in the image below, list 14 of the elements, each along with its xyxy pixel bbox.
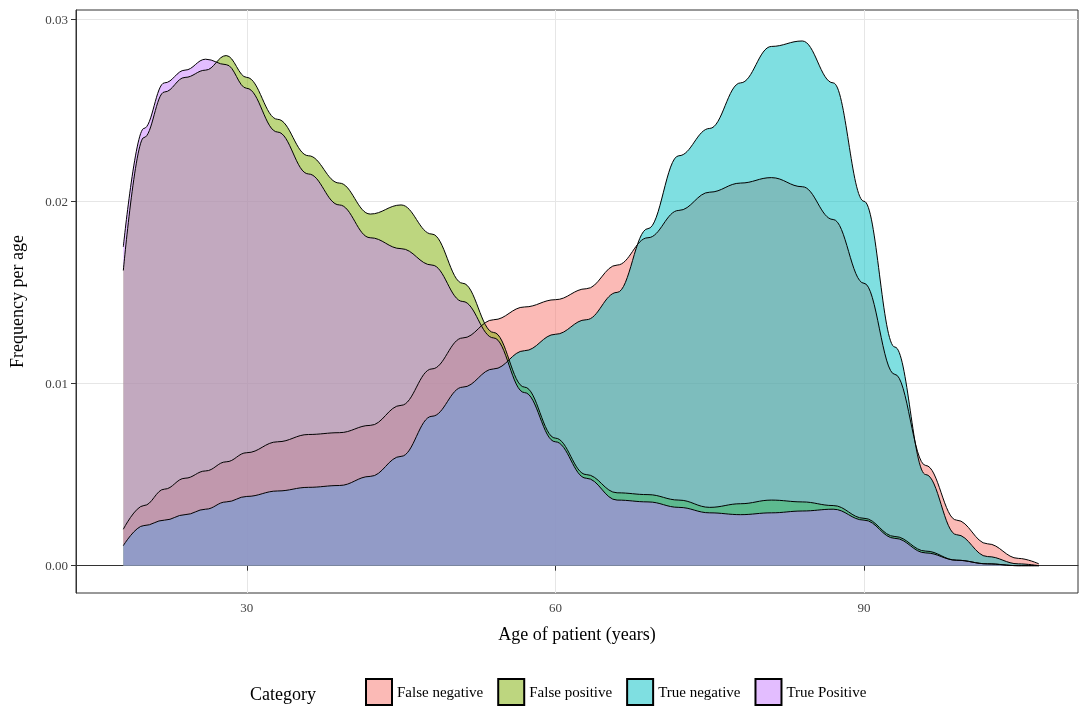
y-tick-label: 0.00 (45, 558, 68, 574)
y-axis-title: Frequency per age (7, 235, 27, 368)
x-axis-title: Age of patient (years) (498, 624, 656, 645)
legend-label: False negative (397, 684, 484, 700)
y-tick-label: 0.01 (45, 375, 68, 391)
legend-label: True negative (658, 684, 741, 700)
x-tick-label: 90 (857, 600, 871, 615)
x-tick-label: 60 (548, 600, 562, 615)
y-tick-label: 0.02 (45, 193, 68, 209)
y-tick-label: 0.03 (45, 11, 68, 27)
x-tick-label: 30 (240, 600, 254, 615)
legend-label: True Positive (786, 684, 867, 700)
legend-title: Category (250, 684, 316, 704)
legend-label: False positive (529, 684, 613, 700)
